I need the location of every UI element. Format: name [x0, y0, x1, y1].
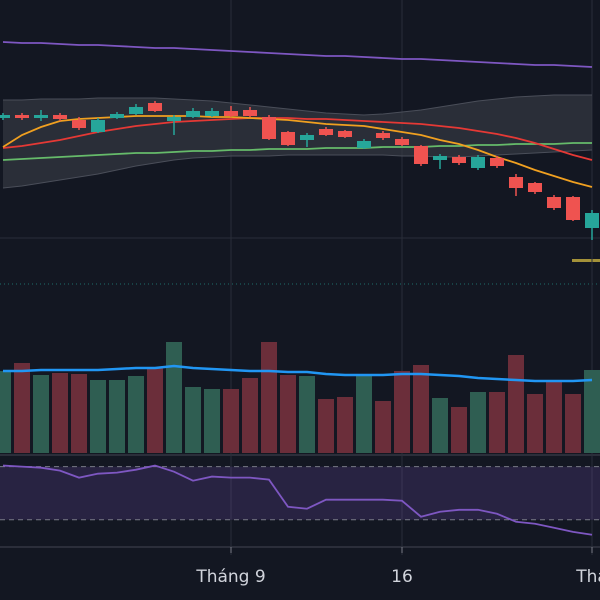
- volume-bar: [565, 394, 581, 453]
- candle-body: [547, 197, 561, 208]
- volume-bar: [508, 355, 524, 453]
- candle-body: [319, 129, 333, 135]
- candle-body: [91, 120, 105, 132]
- volume-bar: [90, 380, 106, 453]
- ma-line: [2, 142, 592, 161]
- volume-ma: [3, 364, 593, 383]
- volume-bar: [318, 399, 334, 453]
- x-tick-label: 16: [391, 567, 413, 587]
- band-area: [3, 95, 592, 188]
- candle-body: [357, 141, 371, 148]
- volume-bar: [204, 389, 220, 453]
- candle-body: [0, 115, 10, 118]
- candle-body: [509, 177, 523, 188]
- candle-body: [243, 110, 257, 116]
- candle-body: [585, 213, 599, 228]
- volume-bar: [584, 370, 600, 453]
- volume-bar: [394, 371, 410, 453]
- candle-body: [53, 115, 67, 119]
- candle-body: [414, 146, 428, 164]
- candle-body: [452, 157, 466, 163]
- candle-body: [528, 183, 542, 192]
- volume-bar: [33, 375, 49, 453]
- volume-bar: [337, 397, 353, 453]
- candle-body: [566, 197, 580, 220]
- ma-line: [2, 115, 593, 188]
- volume-bar: [109, 380, 125, 453]
- candle-body: [376, 133, 390, 138]
- rsi-line: [2, 464, 593, 536]
- volume-bar: [185, 387, 201, 453]
- candle-body: [490, 158, 504, 166]
- ma-line: [2, 41, 593, 68]
- price-marker: [572, 259, 600, 262]
- volume-bar: [147, 368, 163, 453]
- volume-bar: [52, 373, 68, 453]
- volume-bar: [356, 376, 372, 453]
- volume-bar: [546, 380, 562, 453]
- candle-body: [72, 120, 86, 128]
- x-tick-label: Thá: [575, 567, 600, 587]
- volume-bar: [299, 376, 315, 453]
- candle-body: [300, 135, 314, 140]
- candle-body: [338, 131, 352, 137]
- x-tick-label: Tháng 9: [195, 567, 265, 587]
- candle-body: [167, 117, 181, 121]
- candle-body: [34, 115, 48, 118]
- candle-body: [186, 111, 200, 117]
- candle-body: [433, 156, 447, 160]
- band-upper: [3, 94, 592, 116]
- candle-body: [15, 115, 29, 118]
- candle-body: [148, 103, 162, 111]
- candle-body: [224, 111, 238, 116]
- volume-bar: [166, 342, 182, 453]
- volume-bar: [0, 371, 11, 453]
- volume-bar: [71, 374, 87, 453]
- volume-bar: [413, 365, 429, 453]
- candle-body: [129, 107, 143, 114]
- volume-bar: [489, 392, 505, 453]
- rsi-band: [0, 466, 600, 520]
- volume-bar: [128, 376, 144, 453]
- volume-bar: [470, 392, 486, 453]
- candle-body: [110, 114, 124, 118]
- volume-bar: [527, 394, 543, 453]
- volume-bar: [14, 363, 30, 453]
- volume-bar: [451, 407, 467, 453]
- volume-bar: [375, 401, 391, 453]
- volume-bar: [261, 342, 277, 453]
- volume-bar: [432, 398, 448, 453]
- volume-bar: [280, 375, 296, 453]
- candle-body: [205, 111, 219, 116]
- volume-bar: [223, 389, 239, 453]
- candle-body: [395, 139, 409, 145]
- candle-body: [281, 132, 295, 145]
- candle-body: [262, 117, 276, 139]
- volume-bar: [242, 378, 258, 453]
- candle-body: [471, 157, 485, 168]
